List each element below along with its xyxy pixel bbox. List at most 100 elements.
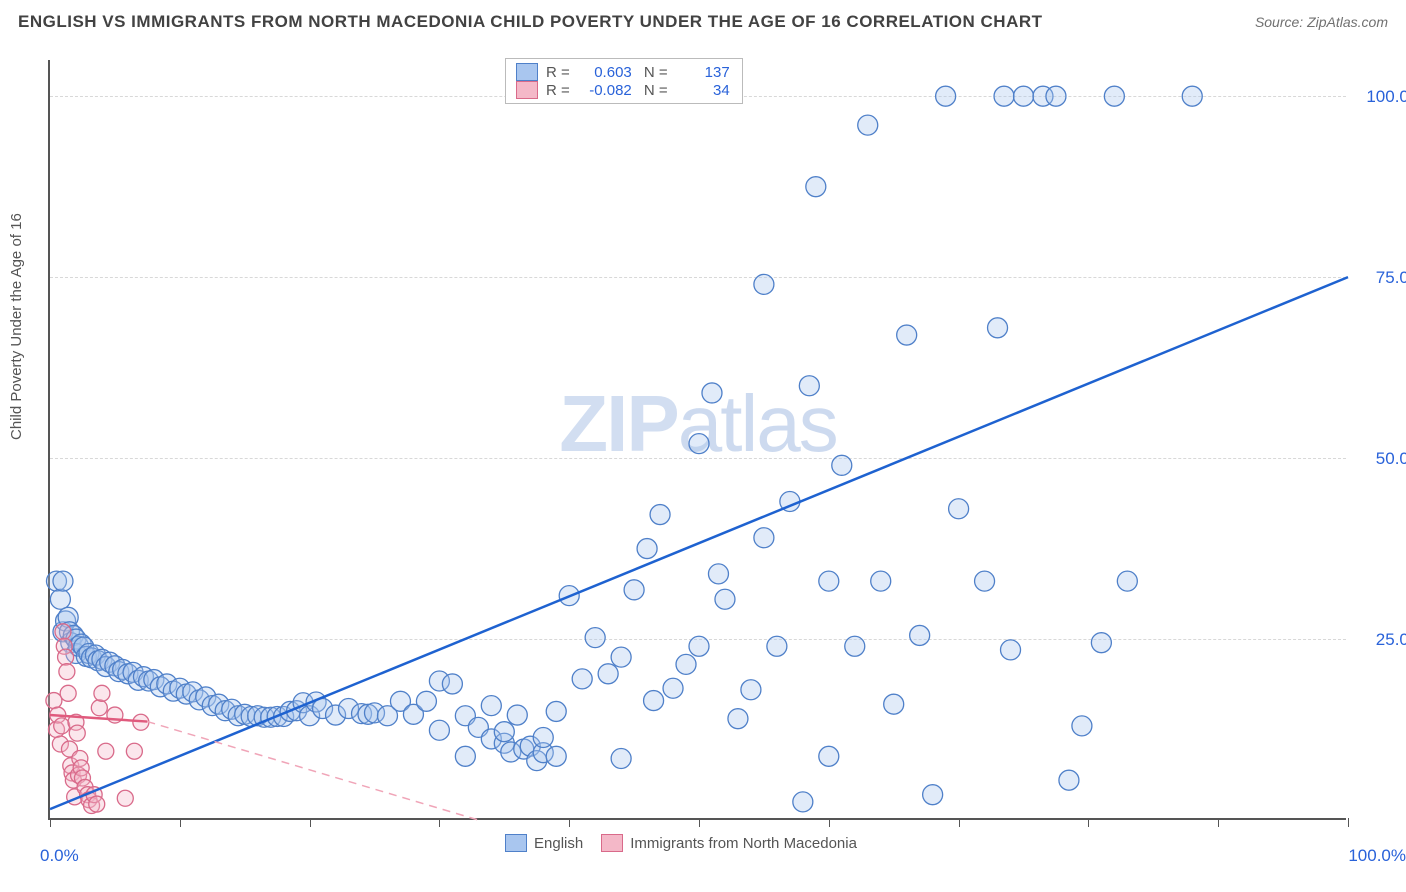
y-tick-label: 50.0% <box>1376 449 1406 469</box>
data-point <box>494 722 514 742</box>
x-tick <box>50 818 51 827</box>
x-tick <box>1088 818 1089 827</box>
x-axis-max-label: 100.0% <box>1348 846 1406 866</box>
x-tick <box>829 818 830 827</box>
data-point <box>58 649 74 665</box>
svg-layer <box>50 60 1346 818</box>
legend-swatch-english <box>505 834 527 852</box>
y-axis-label: Child Poverty Under the Age of 16 <box>8 213 25 440</box>
y-tick-label: 75.0% <box>1376 268 1406 288</box>
x-tick <box>959 818 960 827</box>
legend-item-macedonia: Immigrants from North Macedonia <box>601 834 857 852</box>
data-point <box>442 674 462 694</box>
data-point <box>754 274 774 294</box>
data-point <box>455 746 475 766</box>
data-point <box>988 318 1008 338</box>
data-point <box>871 571 891 591</box>
data-point <box>994 86 1014 106</box>
data-point <box>845 636 865 656</box>
x-tick <box>180 818 181 827</box>
series-legend: English Immigrants from North Macedonia <box>505 834 857 852</box>
x-tick <box>1218 818 1219 827</box>
data-point <box>949 499 969 519</box>
data-point <box>94 685 110 701</box>
data-point <box>481 696 501 716</box>
data-point <box>689 636 709 656</box>
data-point <box>702 383 722 403</box>
data-point <box>429 720 449 740</box>
data-point <box>676 654 696 674</box>
swatch-english <box>516 63 538 81</box>
y-tick-label: 100.0% <box>1366 87 1406 107</box>
data-point <box>884 694 904 714</box>
data-point <box>53 571 73 591</box>
data-point <box>936 86 956 106</box>
data-point <box>741 680 761 700</box>
data-point <box>46 693 62 709</box>
data-point <box>572 669 592 689</box>
data-point <box>923 785 943 805</box>
data-point <box>1182 86 1202 106</box>
chart-title: ENGLISH VS IMMIGRANTS FROM NORTH MACEDON… <box>18 12 1043 32</box>
x-axis-min-label: 0.0% <box>40 846 79 866</box>
data-point <box>533 727 553 747</box>
data-point <box>91 700 107 716</box>
data-point <box>1001 640 1021 660</box>
data-point <box>663 678 683 698</box>
data-point <box>59 664 75 680</box>
data-point <box>1117 571 1137 591</box>
data-point <box>546 701 566 721</box>
data-point <box>117 790 133 806</box>
data-point <box>689 434 709 454</box>
data-point <box>69 725 85 741</box>
data-point <box>644 691 664 711</box>
correlation-legend: R = 0.603 N = 137 R = -0.082 N = 34 <box>505 58 743 104</box>
data-point <box>975 571 995 591</box>
data-point <box>728 709 748 729</box>
data-point <box>624 580 644 600</box>
legend-swatch-macedonia <box>601 834 623 852</box>
data-point <box>126 743 142 759</box>
data-point <box>585 628 605 648</box>
data-point <box>55 624 71 640</box>
data-point <box>98 743 114 759</box>
data-point <box>897 325 917 345</box>
data-point <box>637 539 657 559</box>
data-point <box>598 664 618 684</box>
data-point <box>819 746 839 766</box>
trend-line <box>50 277 1348 809</box>
data-point <box>416 691 436 711</box>
data-point <box>708 564 728 584</box>
data-point <box>611 748 631 768</box>
data-point <box>1014 86 1034 106</box>
x-tick <box>699 818 700 827</box>
legend-item-english: English <box>505 834 583 852</box>
data-point <box>1072 716 1092 736</box>
data-point <box>754 528 774 548</box>
swatch-macedonia <box>516 81 538 99</box>
data-point <box>50 589 70 609</box>
data-point <box>799 376 819 396</box>
data-point <box>1104 86 1124 106</box>
data-point <box>715 589 735 609</box>
data-point <box>650 505 670 525</box>
x-tick <box>569 818 570 827</box>
data-point <box>1059 770 1079 790</box>
data-point <box>507 705 527 725</box>
source-attribution: Source: ZipAtlas.com <box>1255 14 1388 30</box>
data-point <box>819 571 839 591</box>
x-tick <box>1348 818 1349 827</box>
data-point <box>806 177 826 197</box>
data-point <box>611 647 631 667</box>
data-point <box>910 625 930 645</box>
data-point <box>793 792 813 812</box>
x-tick <box>310 818 311 827</box>
data-point <box>89 796 105 812</box>
trend-line <box>147 722 478 820</box>
legend-row-english: R = 0.603 N = 137 <box>516 63 730 81</box>
plot-area: ZIPatlas 25.0%50.0%75.0%100.0% 0.0% 100.… <box>48 60 1346 820</box>
legend-row-macedonia: R = -0.082 N = 34 <box>516 81 730 99</box>
data-point <box>1091 633 1111 653</box>
data-point <box>546 746 566 766</box>
data-point <box>54 718 70 734</box>
